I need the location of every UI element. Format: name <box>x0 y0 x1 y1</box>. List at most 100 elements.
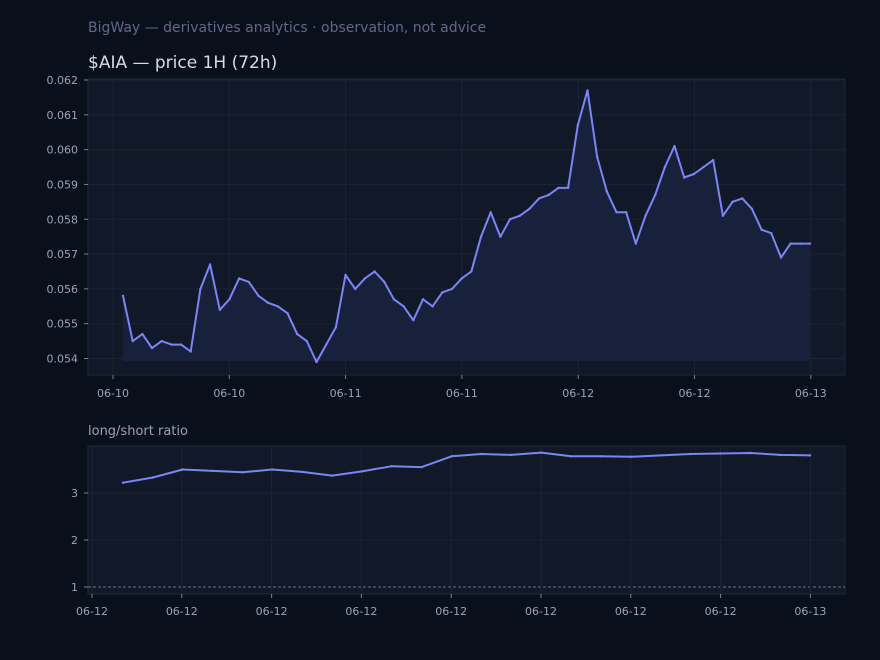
price-point <box>663 165 667 169</box>
ratio-point <box>271 468 274 471</box>
price-point <box>431 305 434 308</box>
price-xtick-label: 06-10 <box>213 387 245 400</box>
ratio-point <box>420 465 423 469</box>
ratio-xtick-label: 06-12 <box>705 605 737 618</box>
price-point <box>208 263 212 266</box>
price-point <box>731 200 734 203</box>
ratio-ytick-label: 2 <box>71 534 78 547</box>
ratio-point <box>689 452 692 456</box>
ratio-point <box>480 452 483 456</box>
price-point <box>276 305 279 308</box>
price-point <box>150 346 154 350</box>
ratio-ytick-label: 1 <box>71 581 78 594</box>
price-point <box>673 144 676 148</box>
price-point <box>508 218 512 221</box>
price-ytick-label: 0.055 <box>47 318 79 331</box>
price-point <box>789 242 792 245</box>
price-point <box>605 190 608 193</box>
ratio-xtick-label: 06-12 <box>76 605 108 618</box>
ratio-point <box>510 453 513 457</box>
ratio-point <box>749 451 752 455</box>
price-point <box>296 332 299 336</box>
price-axes: 0.054 0.055 0.056 0.057 0.058 0.059 0.060 0.061… <box>47 74 827 400</box>
price-ytick-label: 0.061 <box>47 109 79 122</box>
price-point <box>595 155 599 158</box>
price-point <box>325 343 328 346</box>
price-area-fill <box>123 90 810 363</box>
ratio-chart-title: long/short ratio <box>88 424 188 439</box>
price-ytick-label: 0.060 <box>47 144 79 157</box>
price-point <box>363 277 367 280</box>
ratio-point <box>241 471 244 474</box>
price-point <box>354 287 357 291</box>
price-point <box>470 270 473 273</box>
ratio-xtick-label: 06-12 <box>525 605 557 618</box>
price-point <box>305 339 308 343</box>
price-point <box>489 211 492 214</box>
ratio-point <box>360 470 364 473</box>
price-point <box>499 235 502 238</box>
ratio-point <box>808 454 812 457</box>
price-point <box>557 186 560 190</box>
price-point <box>170 343 173 346</box>
price-point <box>412 319 415 322</box>
price-point <box>799 242 802 245</box>
price-point <box>702 165 705 169</box>
ratio-point <box>301 470 304 474</box>
price-point <box>615 211 618 214</box>
price-ytick-label: 0.062 <box>47 74 79 87</box>
price-xtick-label: 06-13 <box>795 387 827 400</box>
ratio-point <box>540 451 543 454</box>
ratio-series-line <box>122 451 811 484</box>
price-ytick-label: 0.054 <box>47 353 79 366</box>
price-point <box>450 287 454 291</box>
price-point <box>344 273 347 277</box>
ratio-xtick-label: 06-13 <box>794 605 826 618</box>
price-xtick-label: 06-12 <box>679 387 711 400</box>
ratio-grid <box>88 446 845 594</box>
price-chart-title: $AIA — price 1H (72h) <box>88 53 278 73</box>
price-point <box>179 343 183 346</box>
ratio-ytick-label: 3 <box>71 487 78 500</box>
price-point <box>634 242 637 245</box>
price-point <box>721 214 725 217</box>
price-point <box>421 298 425 301</box>
price-point <box>518 214 521 217</box>
price-point <box>228 298 231 301</box>
price-point <box>141 332 144 336</box>
ratio-chart-panel <box>87 445 846 595</box>
price-ytick-label: 0.056 <box>47 283 79 296</box>
price-point <box>625 211 628 214</box>
price-point <box>692 172 696 176</box>
price-point <box>654 193 657 197</box>
price-point <box>770 232 773 235</box>
price-point <box>760 228 763 231</box>
price-xtick-label: 06-11 <box>330 387 362 400</box>
price-point <box>199 287 202 291</box>
price-point <box>247 280 250 284</box>
page-subtitle: BigWay — derivatives analytics · observa… <box>88 20 487 36</box>
ratio-point <box>778 453 782 457</box>
price-point <box>566 186 570 190</box>
price-point <box>257 294 260 297</box>
price-point <box>402 305 405 308</box>
ratio-point <box>569 455 573 458</box>
ratio-point <box>211 469 214 473</box>
ratio-xtick-label: 06-12 <box>345 605 377 618</box>
ratio-point <box>450 455 453 458</box>
price-point <box>683 176 686 179</box>
ratio-point <box>151 476 155 479</box>
ratio-axes: 1 2 3 06-12 06-12 06-12 06-12 06-12 06-12 06-12 06… <box>71 487 826 618</box>
price-series <box>121 89 812 364</box>
price-point <box>586 89 589 92</box>
price-point <box>218 308 221 311</box>
ratio-point <box>599 455 603 458</box>
price-point <box>441 291 444 294</box>
price-xtick-label: 06-11 <box>446 387 478 400</box>
price-xtick-label: 06-12 <box>562 387 594 400</box>
ratio-xtick-label: 06-12 <box>166 605 198 618</box>
price-ytick-label: 0.057 <box>47 248 79 261</box>
ratio-point <box>659 454 662 457</box>
